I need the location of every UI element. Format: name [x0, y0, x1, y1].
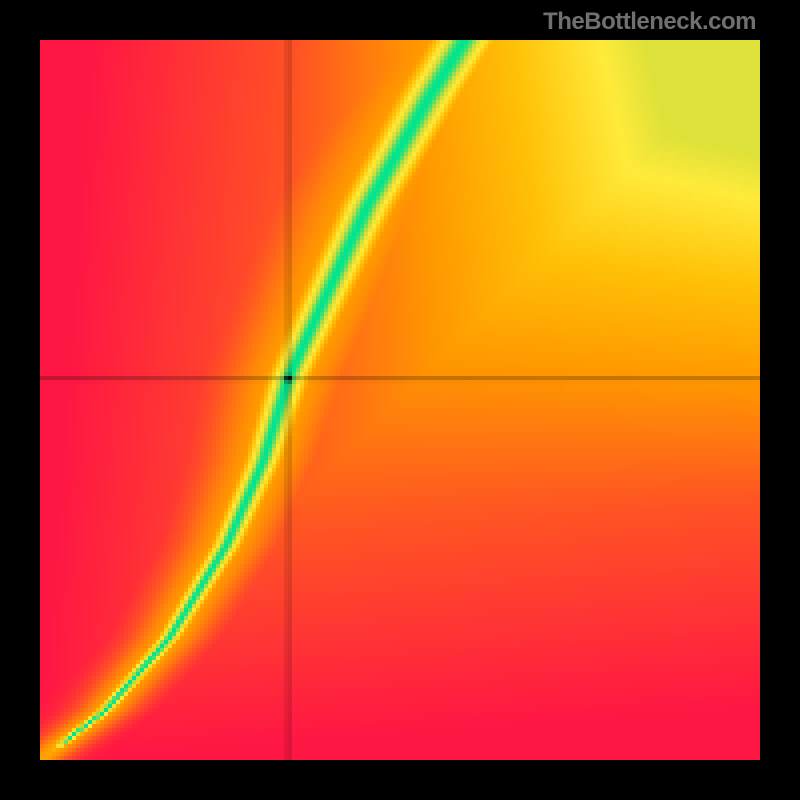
watermark-text: TheBottleneck.com [543, 8, 756, 36]
heatmap-canvas [40, 40, 760, 760]
chart-container: TheBottleneck.com [0, 0, 800, 800]
